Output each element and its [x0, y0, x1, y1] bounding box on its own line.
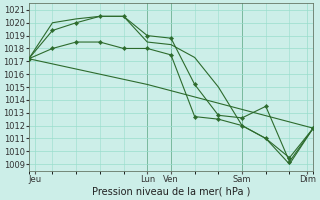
X-axis label: Pression niveau de la mer( hPa ): Pression niveau de la mer( hPa ) [92, 187, 250, 197]
